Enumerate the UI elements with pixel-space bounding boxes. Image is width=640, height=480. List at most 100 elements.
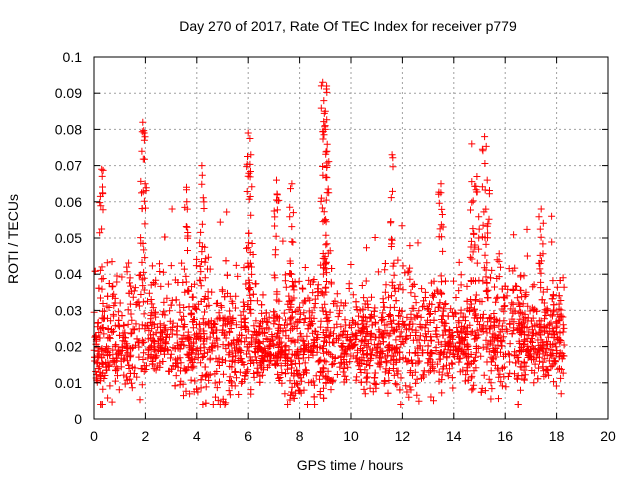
data-point [253,297,261,305]
data-point [243,188,251,195]
data-point [156,268,164,275]
data-point [482,142,490,150]
data-point [556,365,563,373]
data-point [484,234,491,242]
data-point [273,190,281,198]
data-point [310,276,318,283]
data-point [123,268,131,276]
data-point [248,270,256,278]
data-point [392,297,400,305]
data-point [315,357,323,365]
data-point [485,314,493,322]
data-point [403,313,411,321]
data-point [288,383,296,391]
data-point [198,372,206,379]
data-point [144,354,152,362]
data-point [535,345,543,353]
data-point [439,307,447,315]
data-point [197,282,205,290]
data-point [252,317,260,325]
data-point [322,241,330,249]
data-point [425,368,433,376]
data-point [148,300,156,308]
data-point [473,173,481,180]
data-point [219,326,227,334]
data-point [203,302,211,310]
data-point [449,384,457,392]
y-axis-title: ROTI / TECUs [5,194,21,284]
data-point [542,312,550,319]
data-point [513,326,521,334]
data-point [534,336,542,344]
data-point [372,345,380,353]
data-point [357,345,365,353]
data-point [259,338,267,346]
data-point [250,322,258,330]
data-point [178,316,186,324]
data-point [273,206,281,214]
data-point [517,386,524,394]
data-point [319,135,327,143]
data-point [310,393,318,401]
data-point [407,315,415,323]
data-point [540,328,548,336]
data-point [545,371,553,379]
data-point [529,283,537,291]
data-point [296,330,304,338]
data-point [198,220,206,228]
x-tick-label: 2 [142,428,150,444]
data-point [413,391,421,399]
data-point [478,233,486,241]
data-point [322,379,330,386]
data-point [301,359,309,367]
data-point [351,340,359,348]
data-point [98,285,106,293]
data-point [333,334,340,342]
data-point [341,372,349,380]
data-point [324,324,332,332]
data-point [140,310,148,318]
data-point [485,215,493,223]
data-point [401,321,409,329]
data-point [141,254,149,262]
data-point [96,334,104,342]
data-point [103,343,110,351]
data-point [330,324,338,332]
data-point [397,328,405,336]
data-point [106,334,114,342]
data-point [424,359,432,367]
data-point [119,333,127,341]
data-point [352,354,360,362]
y-tick-label: 0.03 [55,302,82,318]
data-point [184,234,192,242]
data-point [513,294,521,302]
data-point [439,223,447,231]
data-point [506,358,514,366]
data-point [215,362,223,369]
data-point [520,358,528,366]
data-point [135,343,143,351]
data-point [105,280,113,287]
data-point [384,343,392,351]
data-point [135,271,143,279]
data-point [352,335,360,343]
data-point [96,199,104,207]
data-point [485,375,493,383]
data-point [352,329,360,337]
data-point [116,347,124,355]
data-point [127,369,134,377]
y-tick-labels: 0 0.01 0.02 0.03 0.04 0.05 0.06 0.07 0.08 0.09 0.1 [55,49,82,427]
data-point [470,381,478,389]
data-point [442,277,449,285]
data-point [200,205,208,212]
data-point [366,384,374,392]
data-point [334,313,342,321]
data-point [225,387,233,395]
data-point [519,300,527,308]
data-point [247,211,255,219]
data-point [443,369,451,377]
data-point [303,332,311,340]
data-point [183,366,191,374]
data-point [216,218,224,226]
data-point [400,339,408,347]
